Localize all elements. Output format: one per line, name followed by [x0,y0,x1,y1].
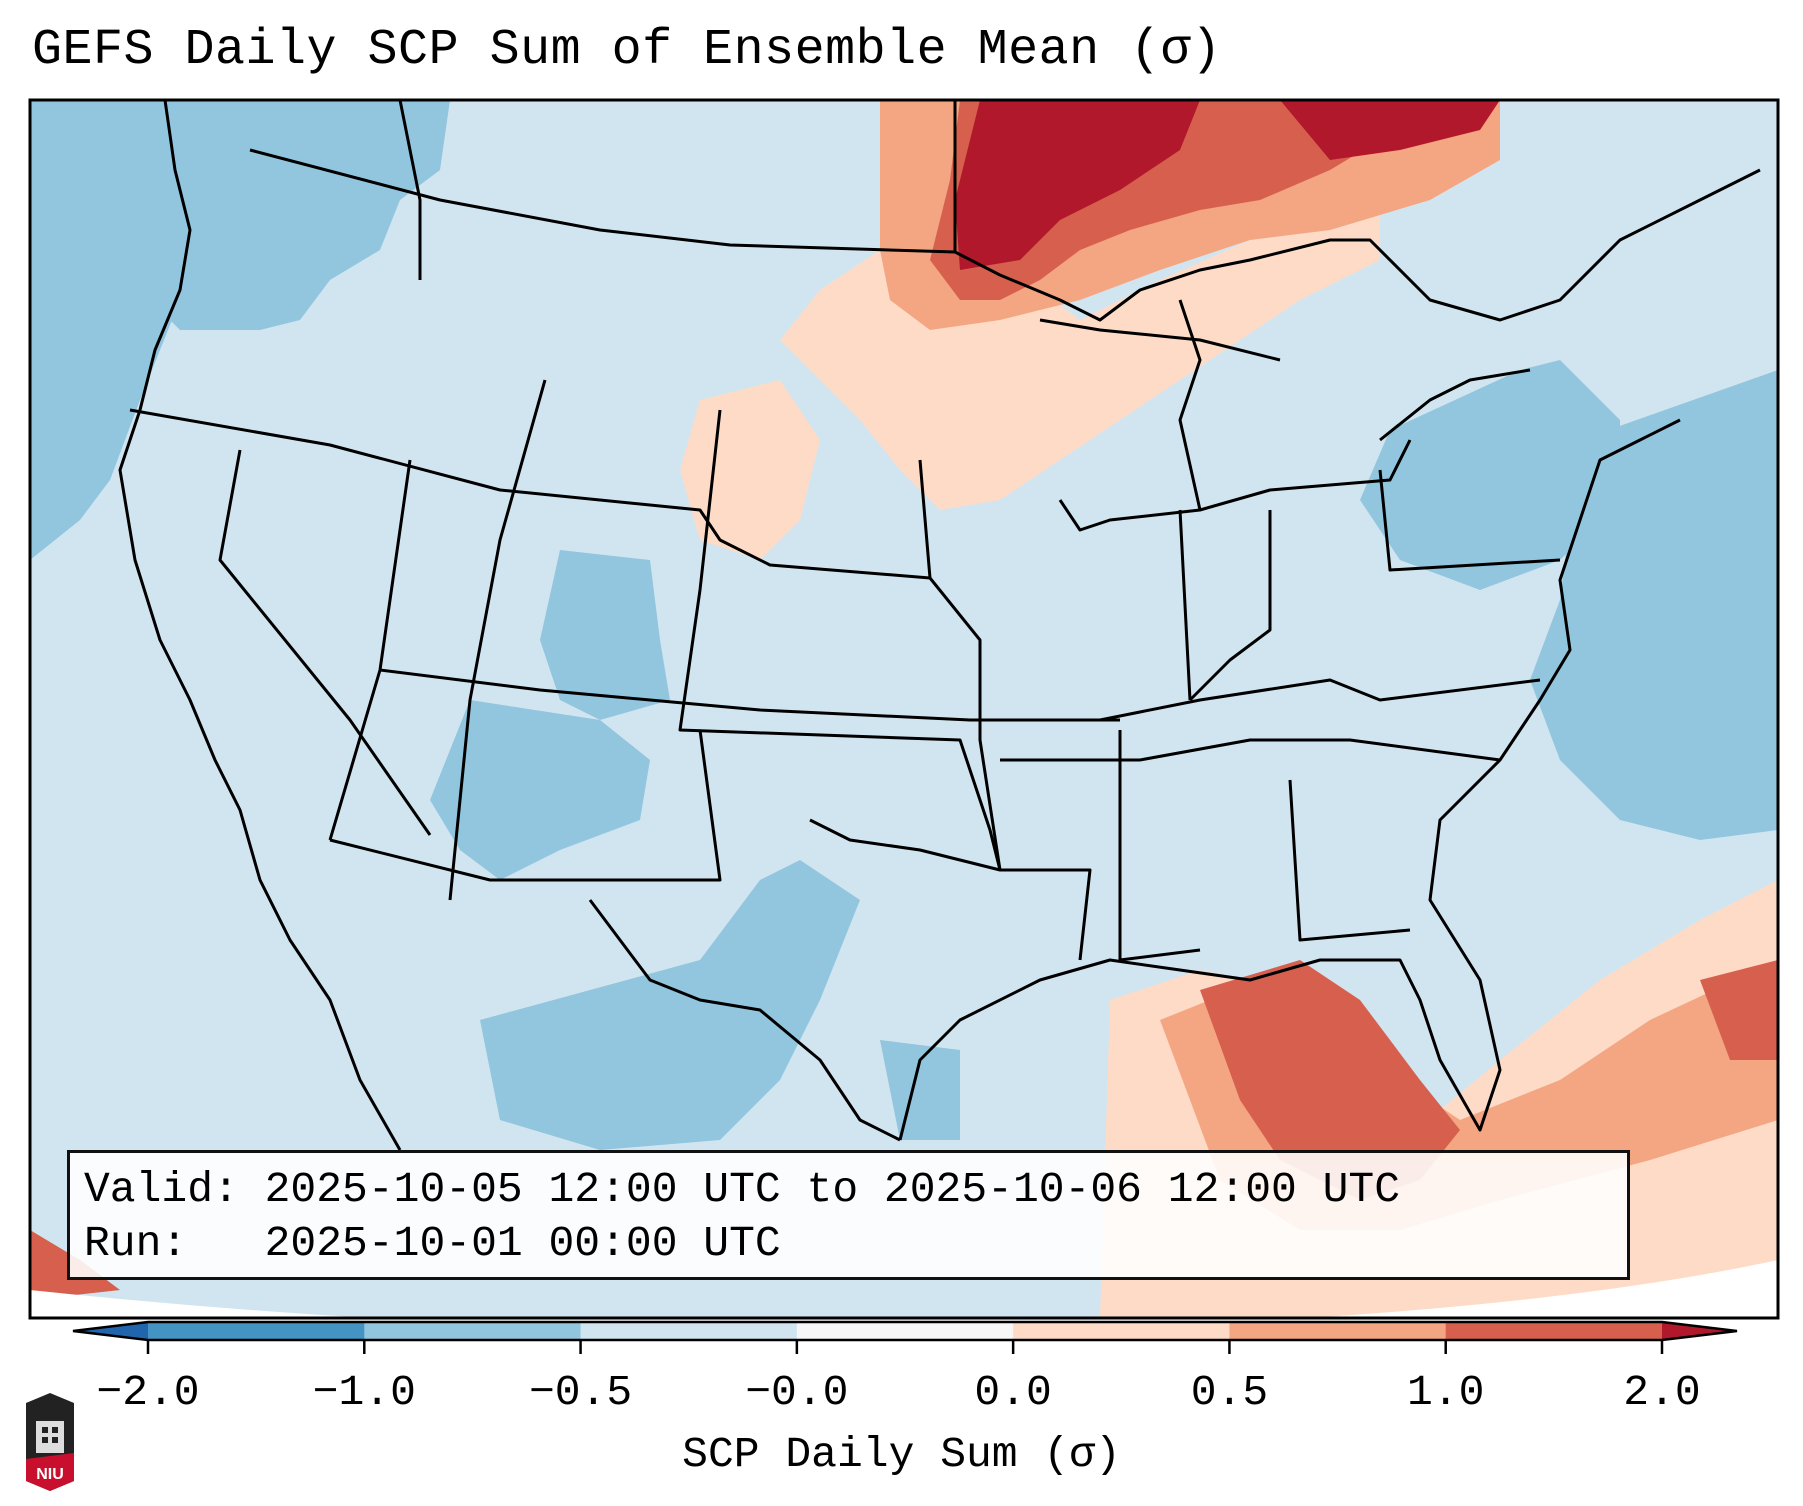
colorbar-bin [1445,1322,1663,1340]
colorbar-bin [796,1322,1014,1340]
field-texas-coast-negative [880,1040,960,1140]
field-southwest-negative [430,700,650,880]
ga-al-border [1288,779,1411,942]
colorbar-tick-label: −0.5 [528,1368,633,1417]
colorbar-bin [148,1322,365,1340]
field-ontario-extreme [1280,100,1500,160]
colorbar-tick-label: −0.0 [745,1368,849,1417]
mississippi-valley [918,459,1092,961]
field-plains-positive [680,380,820,560]
projection-edge [30,1260,1778,1318]
field-north-band-extreme [955,100,1200,270]
valid-time-text: Valid: 2025-10-05 12:00 UTC to 2025-10-0… [84,1165,1401,1214]
field-gulf-high [1200,960,1460,1200]
colorbar-bin [580,1322,798,1340]
boundaries [118,100,1761,1151]
canada-border-east [953,100,1761,322]
ohio-border [1188,510,1272,702]
field-atlantic-high [1700,960,1778,1060]
rio-grande [588,899,901,1142]
field-mexico-negative [480,860,860,1150]
lake-michigan [1178,299,1202,511]
ky-tn-border [1099,678,1541,722]
utah-colorado-border [448,379,547,901]
red-river [809,818,1001,872]
gulf-atlantic-coastline [898,418,1681,1141]
al-ms-border [1118,730,1201,962]
lake-superior-shore [1039,318,1281,362]
map-title: GEFS Daily SCP Sum of Ensemble Mean (σ) [32,22,1222,79]
pennsylvania-border [1378,469,1561,572]
tn-nc-border [1000,738,1501,762]
colorbar-label: SCP Daily Sum (σ) [682,1430,1121,1479]
lake-ontario [1379,368,1531,442]
idaho-border [398,100,422,280]
nevada-border [218,449,432,836]
colorbar-bin [1229,1322,1447,1340]
map-frame [28,98,1780,1320]
colorbar-bin [1013,1322,1230,1340]
west-coastline [118,100,402,1151]
northern-tier-borders [129,408,931,580]
plains-borders [678,409,1002,871]
field-pnw-negative [150,100,450,330]
colorbar-tick-label: 1.0 [1406,1368,1485,1417]
four-corners-latitude [379,668,1120,722]
colorbar-tick-label: −1.0 [312,1368,416,1417]
colorbar-bin [364,1322,582,1340]
colorbar-extend-high [1662,1322,1737,1340]
field-northeast-negative [1360,360,1620,590]
field-pacific-negative-2 [30,340,110,540]
colorbar [72,1320,1738,1354]
niu-logo-icon: NIU [26,1393,74,1491]
niu-logo-text: NIU [36,1466,64,1483]
canada-border-west [249,148,956,254]
indiana-border [1178,509,1192,701]
colorbar-tick-label: 0.0 [974,1368,1052,1417]
map-plot-area [30,100,1778,1318]
colorbar-tick-label: 0.5 [1190,1368,1269,1417]
nm-az-border [329,729,722,882]
colorbar-extend-low [73,1322,148,1340]
colorbar-tick-label: −2.0 [96,1368,200,1417]
run-time-text: Run: 2025-10-01 00:00 UTC [84,1219,781,1268]
valid-run-info-box: Valid: 2025-10-05 12:00 UTC to 2025-10-0… [67,1150,1630,1280]
colorbar-tick-label: 2.0 [1623,1368,1701,1417]
field-colorado-negative [540,550,670,720]
